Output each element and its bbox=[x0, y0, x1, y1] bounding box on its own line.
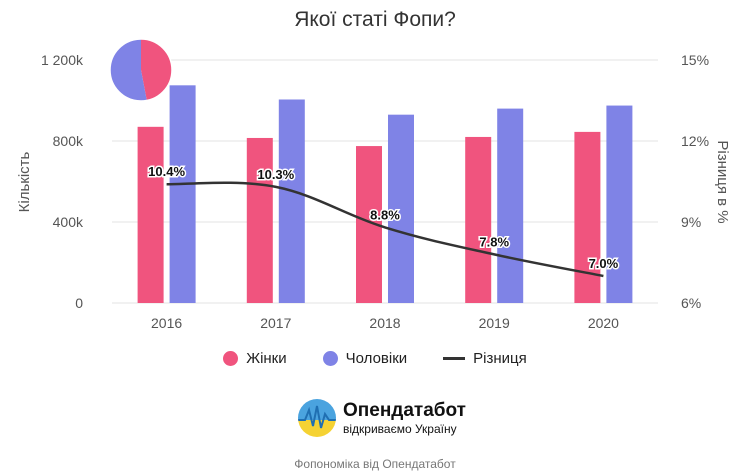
bar-women bbox=[137, 126, 164, 303]
legend-marker-men bbox=[322, 351, 338, 366]
bar-men bbox=[606, 105, 633, 303]
y-tick-label: 0 bbox=[75, 295, 83, 311]
pie-outline bbox=[109, 38, 173, 102]
bar-women bbox=[465, 136, 492, 303]
y2-tick-label: 15% bbox=[681, 52, 709, 68]
legend-marker-diff bbox=[443, 357, 466, 360]
x-tick-label: 2017 bbox=[260, 315, 291, 331]
legend-item-men[interactable]: Чоловіки bbox=[322, 350, 408, 367]
y-tick-label: 800k bbox=[53, 133, 84, 149]
pie-slice-men bbox=[109, 39, 147, 102]
bar-women bbox=[246, 137, 273, 303]
chart-title: Якої статі Фопи? bbox=[294, 8, 456, 31]
diff-data-label: 8.8% bbox=[370, 207, 400, 222]
legend-marker-women bbox=[223, 351, 239, 366]
y2-tick-label: 9% bbox=[681, 214, 701, 230]
diff-line bbox=[166, 181, 604, 278]
legend-item-diff[interactable]: Різниця bbox=[443, 350, 527, 367]
y2-tick-label: 12% bbox=[681, 133, 709, 149]
legend: Жінки Чоловіки Різниця bbox=[0, 350, 750, 367]
x-tick-label: 2019 bbox=[479, 315, 510, 331]
chart-area: 0 400k 800k 1 200k 6% 9% 12% 15% Кількість Різниц… bbox=[16, 38, 731, 331]
legend-label-diff: Різниця bbox=[473, 350, 527, 367]
pie-slice-women bbox=[141, 39, 172, 101]
opendatabot-logo: Опендатабот відкриваємо Україну bbox=[297, 398, 466, 438]
logo-tagline: відкриваємо Україну bbox=[343, 422, 457, 436]
footer-credit: Фопономіка від Опендатабот bbox=[294, 457, 456, 471]
bar-men bbox=[388, 114, 414, 303]
diff-data-label: 10.3% bbox=[257, 167, 294, 182]
legend-label-women: Жінки bbox=[246, 350, 287, 367]
x-tick-label: 2020 bbox=[588, 315, 619, 331]
x-tick-label: 2018 bbox=[369, 315, 400, 331]
bar-men bbox=[169, 85, 196, 303]
bar-women bbox=[574, 131, 601, 303]
logo-name: Опендатабот bbox=[343, 400, 466, 421]
legend-item-women[interactable]: Жінки bbox=[223, 350, 287, 367]
diff-data-label: 7.0% bbox=[589, 256, 619, 271]
y2-axis-title: Різниця в % bbox=[714, 140, 731, 223]
legend-label-men: Чоловіки bbox=[345, 350, 408, 367]
bar-men bbox=[278, 99, 305, 303]
y2-tick-label: 6% bbox=[681, 295, 701, 311]
logo-icon bbox=[298, 399, 336, 437]
bar-men bbox=[497, 108, 524, 303]
diff-data-label: 10.4% bbox=[148, 164, 185, 179]
y-tick-label: 400k bbox=[53, 214, 84, 230]
y-axis-title: Кількість bbox=[16, 151, 33, 212]
x-tick-label: 2016 bbox=[151, 315, 182, 331]
diff-data-label: 7.8% bbox=[479, 234, 509, 249]
y-tick-label: 1 200k bbox=[41, 52, 84, 68]
